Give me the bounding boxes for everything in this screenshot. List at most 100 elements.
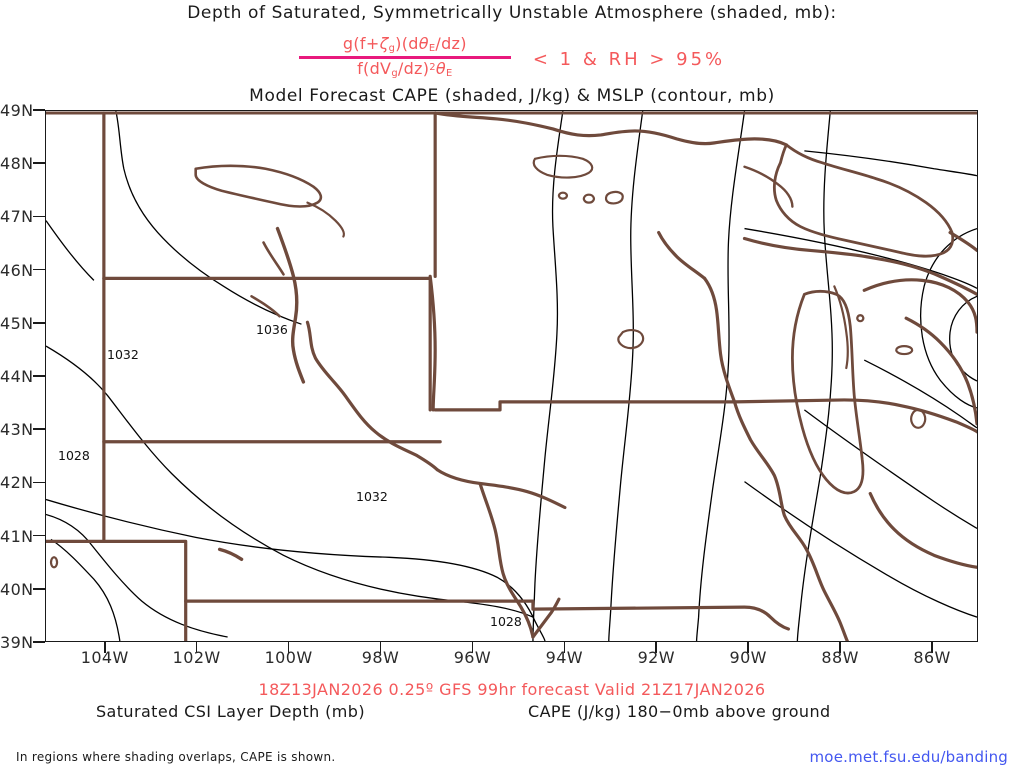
- lake-nd-devils: [194, 164, 323, 208]
- border-mississippi-river: [732, 400, 849, 641]
- formula-fraction: g(f+ζg)(dθE/dz) f(dVg/dz)2θE: [298, 33, 511, 80]
- lake-oahe-arm1: [262, 241, 285, 276]
- lon-label-98W: 98W: [361, 648, 400, 667]
- border-ia-mo: [463, 599, 791, 631]
- lon-label-104W: 104W: [80, 648, 129, 667]
- lon-label-94W: 94W: [545, 648, 584, 667]
- lake-oahe-arm2: [250, 295, 281, 318]
- lat-tick-44N: [33, 375, 45, 377]
- contour-label-1032-south: 1032: [355, 489, 389, 504]
- mslp-contour-se2: [744, 481, 977, 618]
- source-url-link[interactable]: moe.met.fsu.edu/banding: [809, 748, 1008, 766]
- lake-superior-west-arm: [743, 165, 794, 208]
- border-lower-michigan-east: [904, 316, 977, 426]
- lat-tick-40N: [33, 588, 45, 590]
- lon-label-92W: 92W: [637, 648, 675, 667]
- contour-label-1028-west: 1028: [57, 448, 91, 463]
- border-mn-sd: [428, 274, 437, 412]
- page-subtitle: Model Forecast CAPE (shaded, J/kg) & MSL…: [249, 86, 775, 106]
- lon-tick-88W: [839, 642, 841, 653]
- lake-nd-stream: [306, 201, 345, 238]
- lon-tick-102W: [195, 642, 198, 653]
- lake-mn-5: [617, 329, 645, 350]
- border-wi-mn-north: [657, 230, 707, 280]
- mslp-contour-v2: [608, 111, 644, 641]
- formula-divider: [298, 55, 511, 59]
- lat-label-47N: 47N: [0, 207, 34, 227]
- formula-inequality: < 1 & RH > 95%: [532, 48, 726, 70]
- lat-tick-43N: [33, 428, 45, 430]
- lon-tick-94W: [563, 642, 566, 653]
- mslp-contour-v1: [532, 111, 564, 641]
- mslp-contour-ne2: [744, 227, 977, 289]
- caption-left-field: Saturated CSI Layer Depth (mb): [96, 702, 365, 721]
- lat-tick-48N: [33, 162, 45, 164]
- mslp-contour-v3: [695, 111, 746, 641]
- lon-label-100W: 100W: [264, 648, 313, 667]
- lake-mn-3: [582, 193, 595, 204]
- lat-tick-47N: [33, 215, 45, 218]
- lon-tick-90W: [747, 642, 749, 653]
- lon-tick-86W: [931, 642, 933, 653]
- green-bay: [833, 285, 849, 370]
- lon-label-90W: 90W: [729, 648, 767, 667]
- border-wi-il: [732, 398, 977, 434]
- feature-dot-1: [49, 556, 59, 569]
- lat-label-44N: 44N: [0, 367, 34, 386]
- lake-superior: [772, 143, 955, 258]
- formula-numerator: g(f+ζg)(dθE/dz): [342, 33, 467, 54]
- map-canvas: [46, 111, 977, 641]
- lake-oahe: [275, 226, 306, 384]
- mslp-contour-1032-south: [46, 498, 546, 641]
- lake-mn-4: [604, 190, 624, 205]
- contour-label-1036: 1036: [255, 322, 289, 337]
- lat-tick-41N: [33, 534, 45, 537]
- lat-label-42N: 42N: [0, 473, 34, 493]
- lat-label-41N: 41N: [0, 526, 34, 546]
- border-up-michigan-south: [742, 236, 977, 296]
- lon-label-86W: 86W: [913, 648, 951, 667]
- lat-tick-42N: [33, 481, 45, 484]
- lake-mn-2: [557, 191, 568, 200]
- lat-label-48N: 48N: [0, 154, 34, 174]
- lat-label-46N: 46N: [0, 260, 34, 280]
- mslp-contour-ne1: [804, 150, 977, 177]
- contour-label-1028-south: 1028: [489, 614, 523, 629]
- lon-label-102W: 102W: [172, 648, 221, 667]
- title-block: Depth of Saturated, Symmetrically Unstab…: [0, 0, 1024, 110]
- border-mn-ia: [433, 400, 737, 412]
- lake-mn-1: [532, 154, 594, 179]
- border-lower-michigan-north: [862, 278, 977, 334]
- page-title: Depth of Saturated, Symmetrically Unstab…: [187, 3, 837, 23]
- mslp-contour-1032-west: [46, 345, 534, 618]
- lon-tick-96W: [471, 642, 474, 653]
- border-missouri-river-sd-ne: [305, 320, 439, 472]
- lon-label-96W: 96W: [453, 648, 492, 667]
- lon-tick-98W: [379, 642, 382, 653]
- mslp-contour-1028-west: [50, 538, 121, 641]
- map-plot-area[interactable]: 1032 1036 1028 1032 1028: [45, 110, 978, 642]
- feature-dot-2: [856, 314, 865, 323]
- border-ia-ne-south: [478, 482, 535, 639]
- mslp-contour-se1: [803, 409, 977, 529]
- border-wy-ne: [102, 539, 188, 641]
- lon-tick-104W: [103, 642, 106, 653]
- caption-right-field: CAPE (J/kg) 180−0mb above ground: [528, 702, 831, 721]
- lat-label-49N: 49N: [0, 101, 34, 120]
- lat-label-40N: 40N: [0, 579, 34, 599]
- mslp-contour-1028-a: [46, 513, 228, 638]
- lat-tick-49N: [33, 109, 45, 111]
- mslp-contour-1036-a: [115, 111, 302, 325]
- border-mo-il-river: [531, 597, 561, 639]
- mslp-contour-nw1: [46, 220, 95, 281]
- border-mn-canada: [433, 111, 789, 147]
- lake-mi-small-2: [910, 408, 927, 429]
- lake-mi-small: [895, 345, 914, 356]
- lake-michigan: [790, 289, 865, 495]
- shading-footnote: In regions where shading overlaps, CAPE …: [16, 750, 336, 764]
- border-st-marys: [948, 230, 977, 253]
- border-il-in: [868, 491, 977, 569]
- border-wi-mn: [702, 276, 737, 404]
- contour-label-1032-west: 1032: [106, 347, 140, 362]
- formula-denominator: f(dVg/dz)2θE: [357, 58, 453, 79]
